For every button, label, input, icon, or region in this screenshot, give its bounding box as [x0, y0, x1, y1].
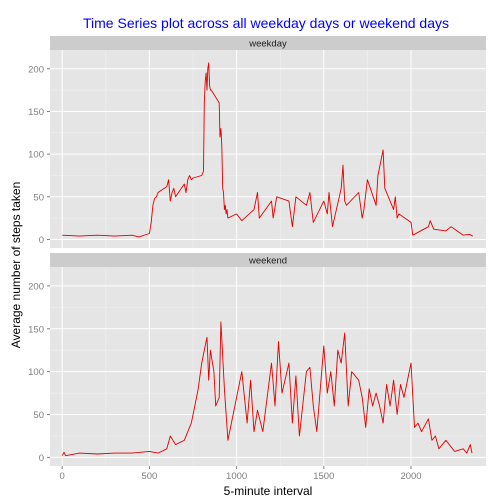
y-tick-label: 150 [28, 324, 44, 335]
panel-background [50, 50, 486, 248]
y-tick-label: 200 [28, 281, 44, 292]
series-line-weekday [62, 62, 474, 238]
x-tick-label: 1500 [313, 471, 334, 482]
x-tick-label: 1000 [226, 471, 247, 482]
y-tick-label: 200 [28, 64, 44, 75]
y-tick-label: 0 [39, 235, 44, 246]
series-line-weekend [61, 321, 473, 457]
x-tick-label: 2000 [400, 471, 421, 482]
y-tick-label: 100 [28, 367, 44, 378]
x-tick-label: 500 [141, 471, 157, 482]
strip-label-weekday: weekday [248, 39, 287, 50]
y-tick-label: 100 [28, 150, 44, 161]
x-axis-title: 5-minute interval [224, 484, 313, 498]
chart-title: Time Series plot across all weekday days… [83, 15, 449, 31]
y-tick-label: 50 [33, 410, 44, 421]
y-tick-label: 50 [33, 192, 44, 203]
strip-background [50, 36, 486, 50]
strip-background [50, 253, 486, 267]
facet-weekday: weekday 0 50 100 150 200 [28, 36, 486, 248]
facet-weekend: weekend 0 50 100 150 200 [28, 253, 486, 466]
panel-background [50, 267, 486, 466]
x-tick-label: 0 [60, 471, 65, 482]
y-axis-title: Average number of steps taken [9, 182, 23, 349]
x-axis: 0 500 1000 1500 2000 [60, 466, 422, 482]
facet-panels: weekday 0 50 100 150 200 weekend 0 50 100 150 200 [28, 36, 486, 466]
y-tick-label: 0 [39, 453, 44, 464]
y-tick-label: 150 [28, 107, 44, 118]
strip-label-weekend: weekend [248, 256, 287, 267]
